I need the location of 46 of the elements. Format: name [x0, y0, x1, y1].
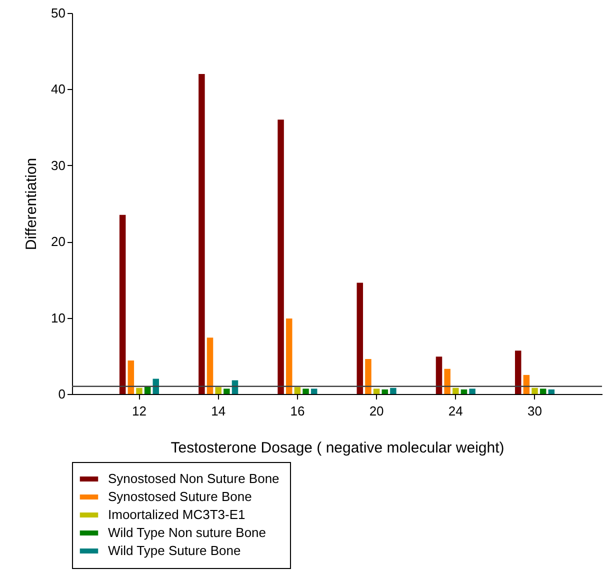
bar [382, 389, 388, 394]
bar [548, 389, 555, 394]
x-tick-label: 24 [448, 404, 463, 418]
y-tick-label: 20 [51, 234, 66, 250]
bar [136, 388, 142, 394]
bar [215, 387, 222, 394]
bar [302, 388, 309, 394]
bar [278, 120, 284, 394]
bar [294, 387, 301, 394]
bar [206, 338, 214, 394]
bar [540, 388, 546, 394]
x-tick-label: 12 [132, 404, 146, 418]
bar [286, 318, 292, 394]
bar [198, 74, 205, 394]
y-tick-label: 50 [51, 6, 66, 20]
bar [224, 388, 230, 394]
legend-label: Synostosed Non Suture Bone [108, 471, 280, 486]
bar [119, 214, 126, 394]
bar [460, 389, 468, 394]
legend-label: Synostosed Suture Bone [108, 489, 252, 504]
bar [436, 356, 442, 394]
x-tick-label: 14 [211, 404, 226, 418]
bar [452, 388, 459, 394]
x-axis-title: Testosterone Dosage ( negative molecular weight) [170, 440, 504, 456]
bar [356, 282, 364, 394]
x-tick-label: 16 [290, 404, 305, 418]
bar [514, 350, 522, 394]
bar [532, 388, 538, 394]
bar [469, 388, 476, 394]
y-tick-label: 30 [51, 158, 66, 173]
bar [523, 374, 530, 394]
y-tick-label: 0 [58, 386, 66, 402]
bar [390, 388, 396, 394]
bar [310, 388, 318, 394]
legend-label: Wild Type Suture Bone [108, 543, 241, 558]
y-tick-label: 40 [51, 82, 66, 97]
y-tick-label: 10 [51, 310, 66, 326]
bar [444, 368, 450, 394]
x-tick-label: 20 [369, 404, 384, 418]
bar [365, 358, 372, 394]
bar [373, 388, 380, 394]
bar [128, 360, 134, 394]
y-axis-title: Differentiation [23, 158, 40, 250]
legend-label: Wild Type Non suture Bone [108, 525, 266, 540]
legend-label: Imoortalized MC3T3-E1 [108, 507, 246, 522]
x-tick-label: 30 [528, 404, 542, 418]
